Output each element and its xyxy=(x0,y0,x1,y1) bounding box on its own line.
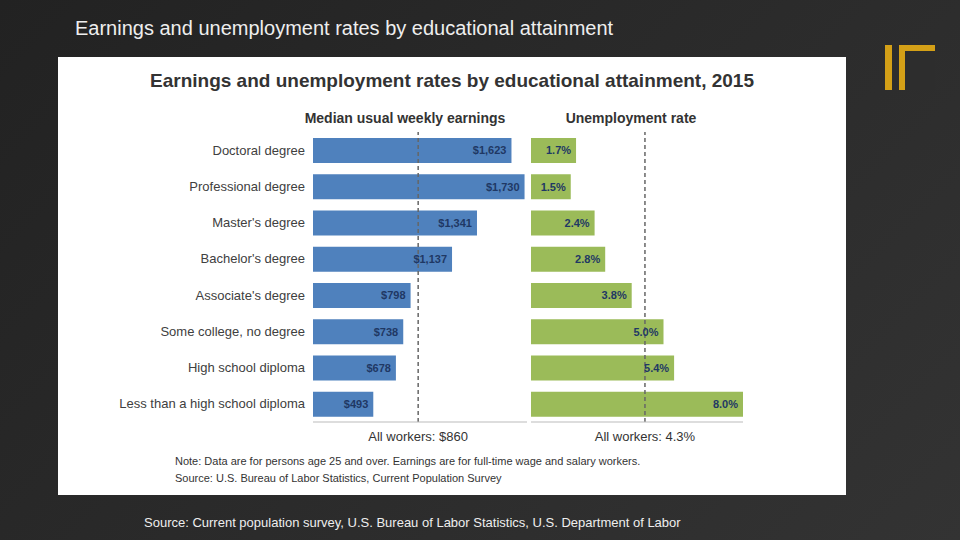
svg-text:$1,137: $1,137 xyxy=(413,253,447,265)
svg-text:$738: $738 xyxy=(374,326,398,338)
svg-text:Master's degree: Master's degree xyxy=(212,215,305,230)
svg-text:5.0%: 5.0% xyxy=(633,326,658,338)
svg-text:Less than a high school diplom: Less than a high school diploma xyxy=(119,396,306,411)
html-text:Note: Data are for persons age: Note: Data are for persons age 25 and ov… xyxy=(175,455,641,467)
html-text:Median usual weekly earnings: Median usual weekly earnings xyxy=(304,110,506,126)
html-text:Earnings and unemployment rate: Earnings and unemployment rates by educa… xyxy=(150,70,754,91)
svg-text:Bachelor's degree: Bachelor's degree xyxy=(201,251,305,266)
svg-text:5.4%: 5.4% xyxy=(644,362,669,374)
svg-text:All workers: 4.3%: All workers: 4.3% xyxy=(595,429,696,444)
html-text:Source: U.S. Bureau of Labor S: Source: U.S. Bureau of Labor Statistics,… xyxy=(175,472,502,484)
svg-text:$798: $798 xyxy=(381,289,405,301)
svg-text:Professional degree: Professional degree xyxy=(189,179,305,194)
svg-text:$493: $493 xyxy=(344,398,368,410)
html-text:Source: Current population sur: Source: Current population survey, U.S. … xyxy=(144,515,681,530)
svg-text:Some college, no degree: Some college, no degree xyxy=(160,324,305,339)
svg-text:High school diploma: High school diploma xyxy=(188,360,306,375)
svg-text:$1,341: $1,341 xyxy=(438,217,472,229)
svg-text:$1,623: $1,623 xyxy=(473,144,507,156)
svg-text:8.0%: 8.0% xyxy=(713,398,738,410)
svg-text:Doctoral degree: Doctoral degree xyxy=(213,143,306,158)
svg-text:2.8%: 2.8% xyxy=(575,253,600,265)
html-text:Earnings and unemployment rate: Earnings and unemployment rates by educa… xyxy=(75,17,614,39)
svg-text:$1,730: $1,730 xyxy=(486,181,520,193)
svg-text:$678: $678 xyxy=(366,362,390,374)
svg-text:1.5%: 1.5% xyxy=(541,181,566,193)
html-text:Unemployment rate: Unemployment rate xyxy=(565,110,697,126)
svg-text:Associate's degree: Associate's degree xyxy=(196,288,305,303)
svg-text:2.4%: 2.4% xyxy=(565,217,590,229)
svg-text:1.7%: 1.7% xyxy=(546,144,571,156)
svg-text:3.8%: 3.8% xyxy=(602,289,627,301)
svg-text:All workers: $860: All workers: $860 xyxy=(368,429,468,444)
